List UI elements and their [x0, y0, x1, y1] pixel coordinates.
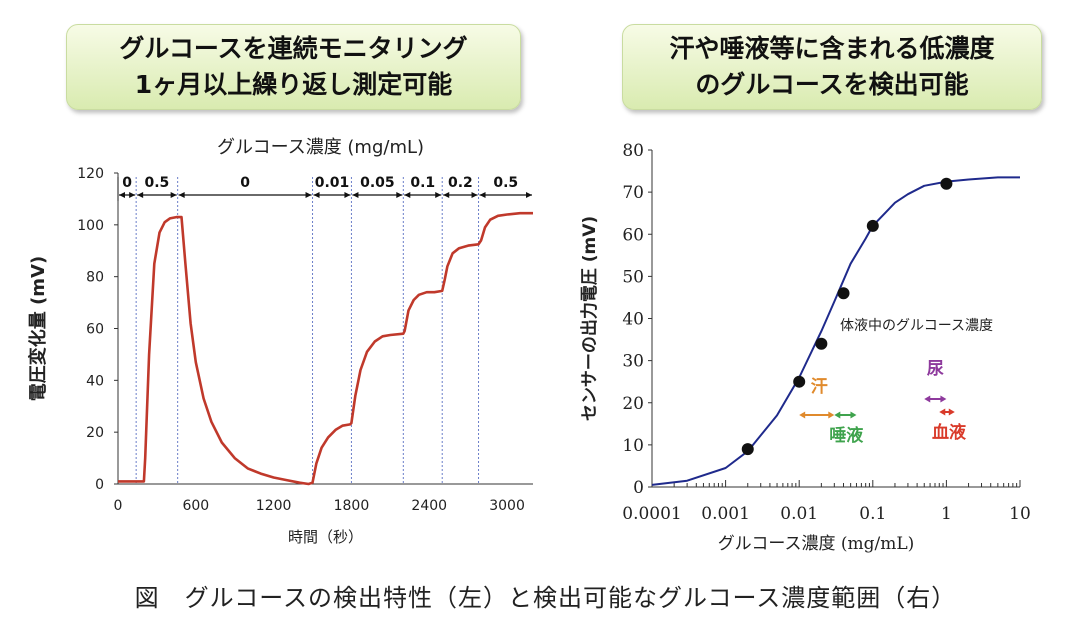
right-x-axis-label: グルコース濃度 (mg/mL): [718, 534, 915, 554]
right-range-arrowhead: [924, 395, 931, 403]
left-segment-arrowhead: [404, 192, 411, 198]
left-y-tick-label: 80: [86, 270, 104, 286]
left-segment-arrowhead: [479, 192, 486, 198]
left-y-tick-label: 20: [86, 425, 104, 441]
right-range-label: 尿: [927, 359, 944, 379]
left-segment-arrowhead: [435, 192, 442, 198]
figure-caption: 図 グルコースの検出特性（左）と検出可能なグルコース濃度範囲（右）: [134, 584, 957, 612]
left-segment-label: 0: [240, 175, 250, 191]
right-range-label: 血液: [932, 422, 966, 443]
left-segment-label: 0.2: [448, 175, 473, 191]
right-data-point: [793, 375, 806, 388]
right-y-tick-label: 80: [622, 141, 644, 161]
right-data-point: [741, 443, 754, 456]
right-x-tick-label: 0.1: [859, 504, 886, 524]
left-x-axis-label: 時間（秒）: [288, 528, 363, 546]
right-range-arrowhead: [948, 408, 955, 416]
left-segment-arrowhead: [443, 192, 450, 198]
left-y-tick-label: 60: [86, 322, 104, 338]
left-segment-arrowhead: [313, 192, 320, 198]
right-range-arrowhead: [799, 411, 806, 419]
left-segment-label: 0.05: [360, 175, 395, 191]
right-y-tick-label: 20: [622, 394, 644, 414]
left-x-tick-label: 1200: [256, 498, 292, 514]
right-range-arrowhead: [939, 408, 946, 416]
left-segment-arrowhead: [396, 192, 403, 198]
right-y-tick-label: 70: [622, 183, 644, 203]
right-y-axis-label: センサーの出力電圧 (mV): [579, 216, 600, 421]
left-segment-arrowhead: [119, 192, 125, 198]
right-y-tick-label: 30: [622, 352, 644, 372]
left-segment-arrowhead: [129, 192, 136, 198]
right-data-point: [866, 219, 879, 232]
left-segment-label: 0.01: [315, 175, 350, 191]
right-y-tick-label: 60: [622, 225, 644, 245]
left-y-tick-label: 120: [77, 166, 104, 182]
left-x-tick-label: 0: [114, 498, 123, 514]
right-data-point: [940, 177, 953, 190]
left-x-tick-label: 1800: [334, 498, 370, 514]
right-range-arrowhead: [850, 411, 857, 419]
left-segment-label: 0.1: [410, 175, 435, 191]
left-y-tick-label: 100: [77, 218, 104, 234]
left-segment-arrowhead: [170, 192, 177, 198]
left-banner-line-1: グルコースを連続モニタリング: [119, 34, 468, 63]
right-range-arrowhead: [940, 395, 947, 403]
left-x-tick-label: 3000: [489, 498, 525, 514]
left-segment-label: 0.5: [145, 175, 170, 191]
right-y-tick-label: 50: [622, 267, 644, 287]
right-banner: 汗や唾液等に含まれる低濃度 のグルコースを検出可能: [622, 24, 1042, 110]
left-y-axis-label: 電圧変化量 (mV): [27, 256, 49, 401]
left-segment-arrowhead: [137, 192, 144, 198]
right-fit-label: 体液中のグルコース濃度: [840, 318, 993, 334]
left-banner: グルコースを連続モニタリング 1ヶ月以上繰り返し測定可能: [66, 24, 521, 110]
right-x-tick-label: 10: [1009, 504, 1031, 524]
left-segment-arrowhead: [344, 192, 351, 198]
left-banner-line-2: 1ヶ月以上繰り返し測定可能: [134, 70, 453, 99]
right-range-label: 汗: [811, 376, 828, 397]
left-x-tick-label: 2400: [411, 498, 447, 514]
left-segment-arrowhead: [305, 192, 312, 198]
right-banner-line-1: 汗や唾液等に含まれる低濃度: [669, 34, 995, 63]
right-y-tick-label: 0: [633, 478, 644, 498]
left-y-tick-label: 40: [86, 373, 104, 389]
right-x-tick-label: 0.01: [780, 504, 818, 524]
right-data-point: [815, 337, 828, 350]
left-chart-title: グルコース濃度 (mg/mL): [217, 137, 424, 158]
left-segment-arrowhead: [526, 192, 532, 198]
left-segment-arrowhead: [471, 192, 478, 198]
right-x-tick-label: 1: [941, 504, 952, 524]
right-x-tick-label: 0.001: [701, 504, 750, 524]
right-range-label: 唾液: [829, 425, 863, 446]
right-range-arrowhead: [834, 411, 841, 419]
left-segment-label: 0: [122, 175, 132, 191]
right-data-point: [837, 287, 850, 300]
right-y-tick-label: 40: [622, 310, 644, 330]
left-y-tick-label: 0: [95, 477, 104, 493]
right-banner-line-2: のグルコースを検出可能: [695, 70, 969, 99]
left-segment-label: 0.5: [493, 175, 518, 191]
right-range-arrowhead: [828, 411, 835, 419]
right-x-tick-label: 0.0001: [622, 504, 681, 524]
left-segment-arrowhead: [352, 192, 359, 198]
right-y-tick-label: 10: [622, 436, 644, 456]
left-segment-arrowhead: [178, 192, 185, 198]
left-x-tick-label: 600: [182, 498, 209, 514]
left-series-line: [118, 211, 533, 486]
